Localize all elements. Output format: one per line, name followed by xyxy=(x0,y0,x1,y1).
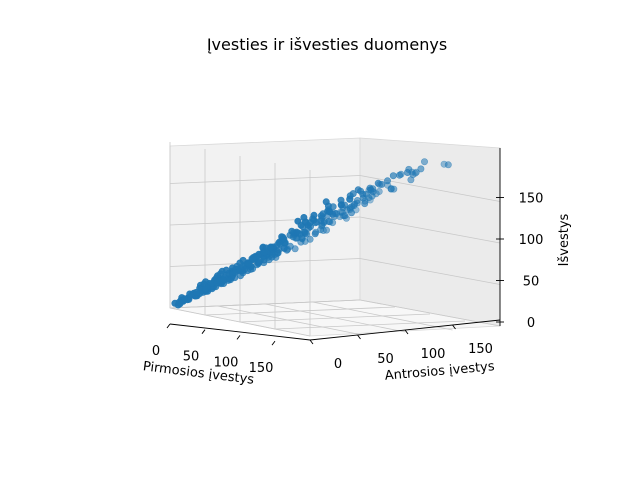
grid-line-floor-y xyxy=(264,303,406,333)
scatter-point xyxy=(347,209,355,217)
scatter-point xyxy=(280,235,288,243)
y-tick-label: 150 xyxy=(468,342,493,357)
scatter-point xyxy=(181,295,189,303)
scatter-point xyxy=(310,211,318,219)
scatter-point xyxy=(267,244,275,252)
grid-line-floor-x xyxy=(274,320,466,330)
x-tick-mark xyxy=(201,329,206,334)
scatter-point xyxy=(444,161,452,169)
scatter-point xyxy=(403,169,411,177)
scatter-point xyxy=(337,196,345,204)
y-axis-label: Antrosios įvestys xyxy=(384,359,495,384)
scatter-point xyxy=(374,179,382,187)
scatter-point xyxy=(294,217,302,225)
scatter-point xyxy=(306,235,314,243)
scatter-point xyxy=(351,200,359,208)
grid-line-z-side xyxy=(359,216,501,244)
scatter-point xyxy=(317,212,325,220)
scatter-point xyxy=(407,176,415,184)
scatter-point xyxy=(301,228,309,236)
grid-line-z-side xyxy=(359,175,501,202)
grid-line-z-side xyxy=(359,258,501,285)
side-pane xyxy=(359,137,501,327)
scatter-point xyxy=(417,165,425,173)
y-tick-label: 50 xyxy=(377,352,394,367)
scatter-point xyxy=(231,268,239,276)
scatter-point xyxy=(367,186,375,194)
y-tick-label: 0 xyxy=(334,357,342,372)
grid-line-z-side xyxy=(359,299,501,327)
scatter-point xyxy=(192,288,200,296)
x-tick-mark xyxy=(236,335,241,340)
z-tick-label: 50 xyxy=(523,275,540,290)
scatter-point xyxy=(245,260,253,268)
tick-labels: 0 50 100 150 0 50 100 150 0 50 100 150 xyxy=(152,192,544,377)
scatter-point xyxy=(387,185,395,193)
y-tick-label: 100 xyxy=(421,347,446,362)
y-tick-mark xyxy=(357,334,361,340)
scatter-point xyxy=(322,198,330,206)
scatter-point xyxy=(383,177,391,185)
scatter-point xyxy=(354,186,362,194)
scatter-point xyxy=(346,192,354,200)
scatter-point xyxy=(325,208,333,216)
scatter-point xyxy=(218,267,226,275)
scatter-point xyxy=(300,214,308,222)
y-tick-mark xyxy=(404,329,409,335)
tick-marks xyxy=(166,197,504,346)
grid-lines xyxy=(169,142,501,337)
scatter-point xyxy=(311,230,319,238)
x-tick-label: 50 xyxy=(183,350,200,365)
grid-line-floor-y xyxy=(312,301,453,331)
z-tick-label: 100 xyxy=(519,233,544,248)
x-tick-mark xyxy=(166,323,171,329)
grid-line-z-back xyxy=(169,175,361,184)
z-tick-label: 150 xyxy=(519,192,544,207)
scatter-point xyxy=(215,277,223,285)
x-tick-label: 100 xyxy=(214,355,239,370)
scatter-point xyxy=(239,256,247,264)
x-tick-mark xyxy=(271,340,276,346)
scatter-point xyxy=(175,298,183,306)
scatter-points xyxy=(171,158,452,309)
scatter-point xyxy=(395,171,403,179)
scatter-point xyxy=(306,219,314,227)
y-tick-mark xyxy=(309,339,314,345)
scatter-point xyxy=(288,227,296,235)
scatter-point xyxy=(420,158,428,166)
x-tick-label: 0 xyxy=(152,344,160,359)
x-tick-label: 150 xyxy=(249,361,274,376)
scatter-point xyxy=(359,190,367,198)
z-tick-label: 0 xyxy=(527,316,535,331)
scatter-point xyxy=(389,172,397,180)
scatter-point xyxy=(201,285,209,293)
y-tick-mark xyxy=(452,324,456,330)
scatter-point xyxy=(298,234,306,242)
z-axis-label: Išvestys xyxy=(557,213,572,266)
scatter-point xyxy=(260,249,268,257)
x-axis-line xyxy=(169,323,311,341)
chart-title: Įvesties ir išvesties duomenys xyxy=(207,35,447,54)
scatter-point xyxy=(341,212,349,220)
